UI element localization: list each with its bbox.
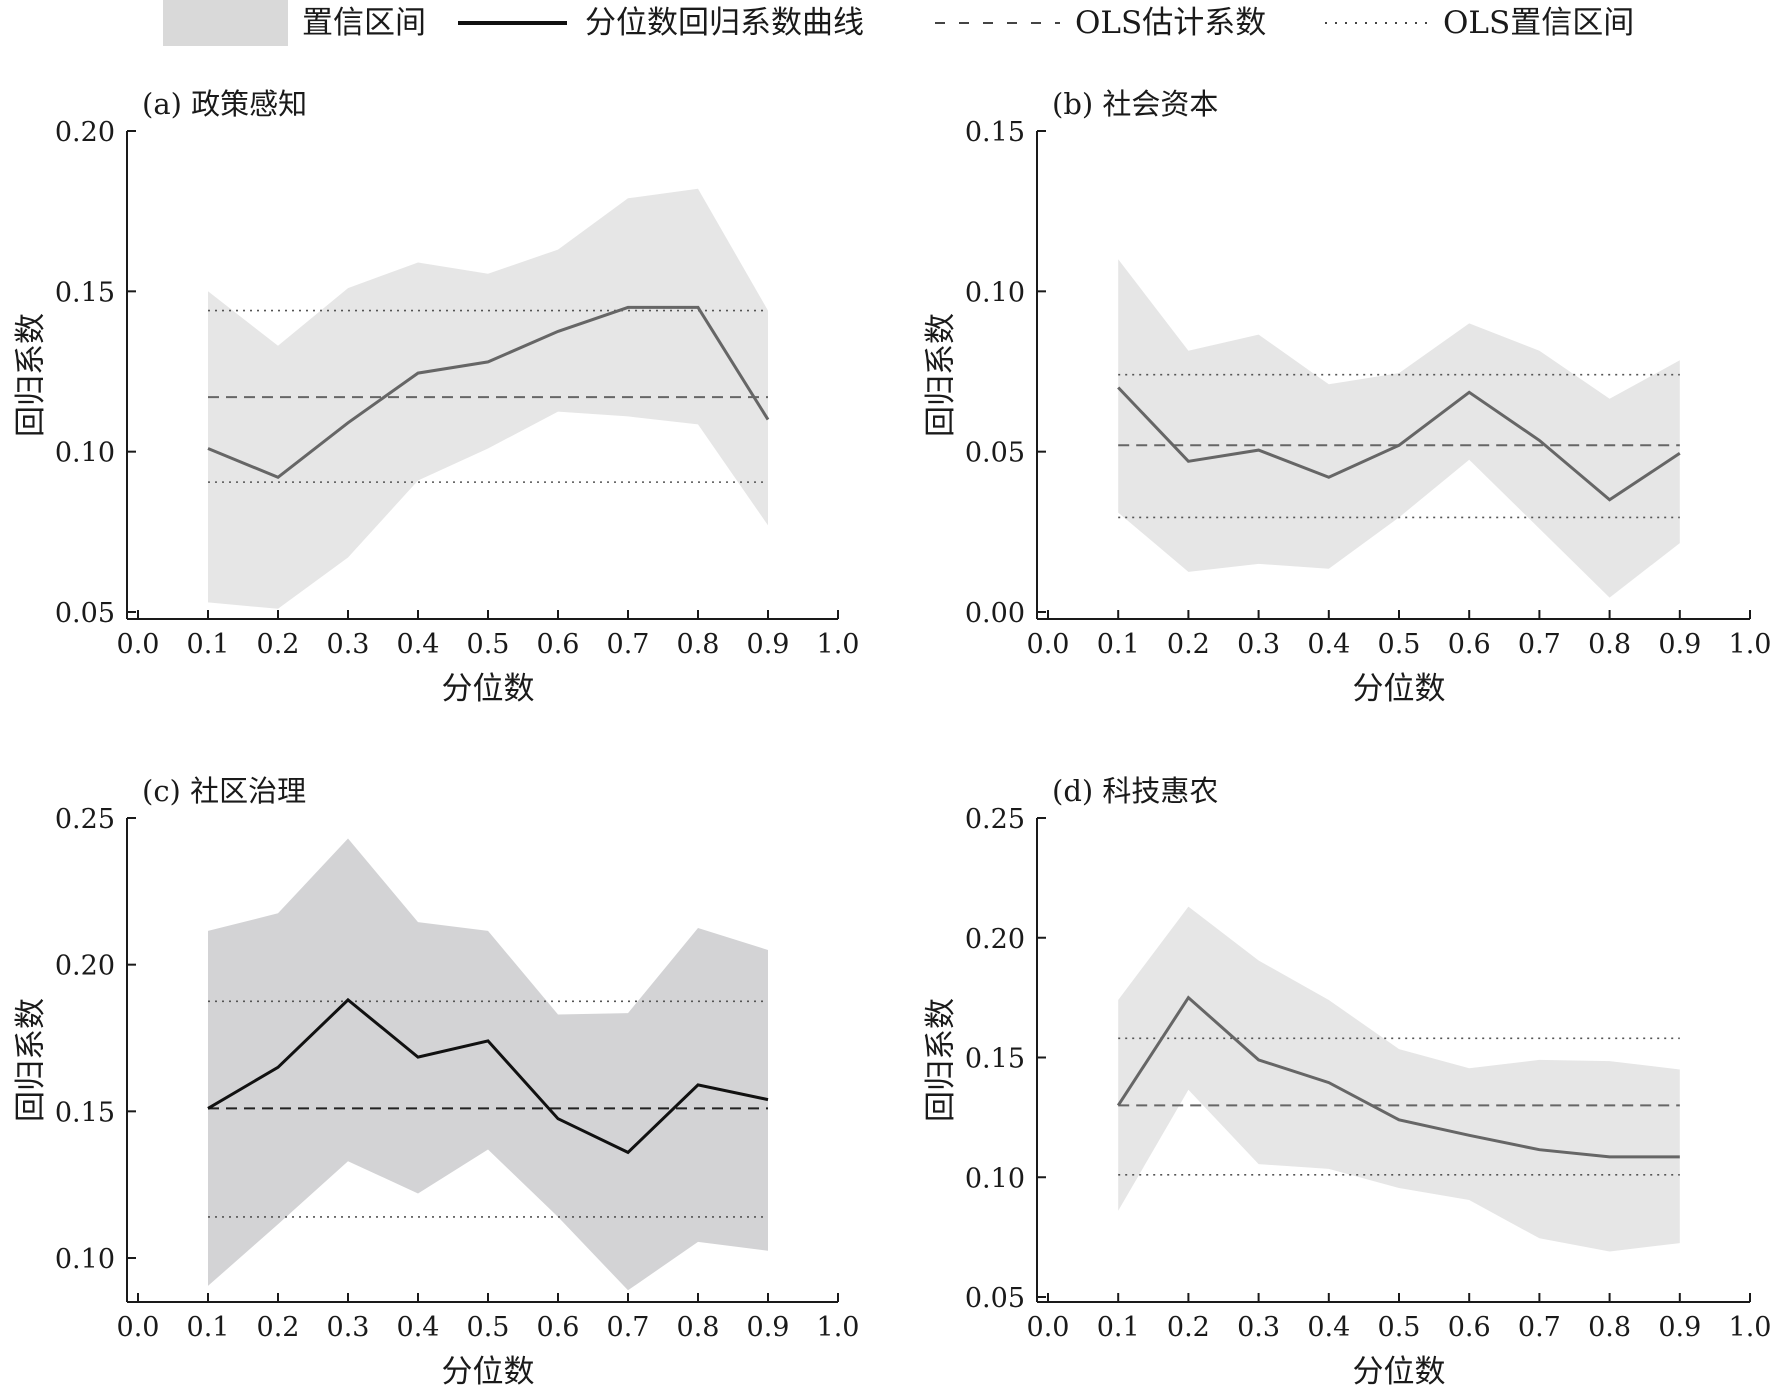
x-tick-label: 0.8 (1588, 1312, 1631, 1343)
x-axis-title: 分位数 (1353, 1354, 1446, 1390)
y-tick-label: 0.15 (965, 117, 1025, 148)
x-tick-label: 0.3 (327, 629, 370, 660)
x-tick-label: 0.5 (467, 629, 510, 660)
x-tick-label: 1.0 (817, 629, 860, 660)
x-tick-label: 0.7 (1518, 629, 1561, 660)
x-tick-label: 0.2 (257, 1312, 300, 1343)
y-tick-label: 0.20 (55, 951, 115, 982)
x-tick-label: 1.0 (1729, 1312, 1772, 1343)
x-tick-label: 0.4 (397, 629, 440, 660)
chart-panels: 0.05 0.10 0.15 0.20 0.0 0.1 0.2 0.3 0.4 0.5 0.6 0.7… (13, 87, 1771, 1390)
x-tick-label: 0.6 (1448, 629, 1491, 660)
x-axis-title: 分位数 (442, 1354, 535, 1390)
panel-title: (a) 政策感知 (142, 87, 307, 121)
x-tick-label: 0.7 (607, 1312, 650, 1343)
x-tick-label: 0.1 (1097, 629, 1140, 660)
y-tick-label: 0.10 (965, 1163, 1025, 1194)
chart-panel-b: 0.00 0.05 0.10 0.15 0.0 0.1 0.2 0.3 0.4 0.5 0.6 0.7… (923, 87, 1771, 707)
y-tick-label: 0.25 (965, 804, 1025, 835)
y-tick-label: 0.15 (55, 1097, 115, 1128)
y-axis-title: 回归系数 (13, 313, 49, 437)
x-tick-label: 0.1 (1097, 1312, 1140, 1343)
chart-panel-c: 0.10 0.15 0.20 0.25 0.0 0.1 0.2 0.3 0.4 0.5 0.6 0.7… (13, 774, 859, 1390)
legend: 置信区间 分位数回归系数曲线 OLS估计系数 OLS置信区间 (163, 0, 1634, 46)
y-tick-label: 0.20 (55, 117, 115, 148)
x-tick-label: 0.0 (1027, 1312, 1070, 1343)
x-tick-label: 0.7 (1518, 1312, 1561, 1343)
chart-panel-a: 0.05 0.10 0.15 0.20 0.0 0.1 0.2 0.3 0.4 0.5 0.6 0.7… (13, 87, 859, 707)
x-tick-label: 0.2 (1167, 1312, 1210, 1343)
y-tick-label: 0.05 (55, 598, 115, 629)
x-tick-label: 0.4 (397, 1312, 440, 1343)
x-tick-label: 0.9 (1658, 1312, 1701, 1343)
legend-ci-label: 置信区间 (302, 5, 426, 41)
x-tick-label: 0.8 (1588, 629, 1631, 660)
x-tick-label: 0.5 (467, 1312, 510, 1343)
x-tick-label: 0.9 (747, 629, 790, 660)
x-tick-label: 0.0 (117, 629, 160, 660)
legend-ci-swatch (163, 0, 288, 46)
qr-coef-line (1116, 995, 1680, 1159)
ci-band (1118, 259, 1680, 598)
x-tick-label: 0.3 (1237, 1312, 1280, 1343)
x-tick-label: 0.6 (1448, 1312, 1491, 1343)
x-axis-title: 分位数 (442, 671, 535, 707)
x-tick-label: 0.8 (677, 629, 720, 660)
x-tick-label: 0.0 (117, 1312, 160, 1343)
x-tick-label: 0.6 (537, 1312, 580, 1343)
y-axis-title: 回归系数 (13, 998, 49, 1122)
legend-ols-label: OLS估计系数 (1075, 5, 1266, 41)
qr-coef-line (1117, 386, 1681, 502)
x-tick-label: 0.7 (607, 629, 650, 660)
ci-band (208, 838, 768, 1291)
y-tick-label: 0.15 (965, 1044, 1025, 1075)
y-tick-label: 0.10 (55, 438, 115, 469)
x-tick-label: 0.5 (1378, 629, 1421, 660)
x-tick-label: 0.9 (1658, 629, 1701, 660)
panel-title: (c) 社区治理 (142, 774, 306, 808)
x-tick-label: 0.1 (187, 629, 230, 660)
x-tick-label: 0.5 (1378, 1312, 1421, 1343)
y-tick-label: 0.05 (965, 438, 1025, 469)
chart-panel-d: 0.05 0.10 0.15 0.20 0.25 0.0 0.1 0.2 0.3 0.4 0.5 0.… (923, 774, 1771, 1390)
x-tick-label: 0.1 (187, 1312, 230, 1343)
x-tick-label: 0.8 (677, 1312, 720, 1343)
x-tick-label: 0.0 (1027, 629, 1070, 660)
x-tick-label: 0.2 (1167, 629, 1210, 660)
y-axis-title: 回归系数 (923, 998, 959, 1122)
x-axis-title: 分位数 (1353, 671, 1446, 707)
y-tick-label: 0.10 (965, 277, 1025, 308)
y-tick-label: 0.20 (965, 924, 1025, 955)
y-tick-label: 0.00 (965, 598, 1025, 629)
y-tick-label: 0.05 (965, 1283, 1025, 1314)
x-tick-label: 1.0 (817, 1312, 860, 1343)
x-tick-label: 0.3 (327, 1312, 370, 1343)
y-tick-label: 0.25 (55, 804, 115, 835)
y-tick-label: 0.10 (55, 1244, 115, 1275)
x-tick-label: 0.6 (537, 629, 580, 660)
panel-title: (d) 科技惠农 (1052, 774, 1218, 808)
x-tick-label: 0.2 (257, 629, 300, 660)
x-tick-label: 0.4 (1307, 629, 1350, 660)
legend-ols-ci-label: OLS置信区间 (1443, 5, 1634, 41)
y-axis-title: 回归系数 (923, 313, 959, 437)
x-tick-label: 0.4 (1307, 1312, 1350, 1343)
qr-coef-line (207, 305, 770, 480)
legend-qr-label: 分位数回归系数曲线 (585, 5, 864, 41)
y-tick-label: 0.15 (55, 277, 115, 308)
x-tick-label: 1.0 (1729, 629, 1772, 660)
x-tick-label: 0.3 (1237, 629, 1280, 660)
panel-title: (b) 社会资本 (1052, 87, 1218, 121)
x-tick-label: 0.9 (747, 1312, 790, 1343)
ci-band (1118, 906, 1680, 1252)
ci-band (208, 188, 768, 609)
qr-coef-line (207, 997, 769, 1155)
